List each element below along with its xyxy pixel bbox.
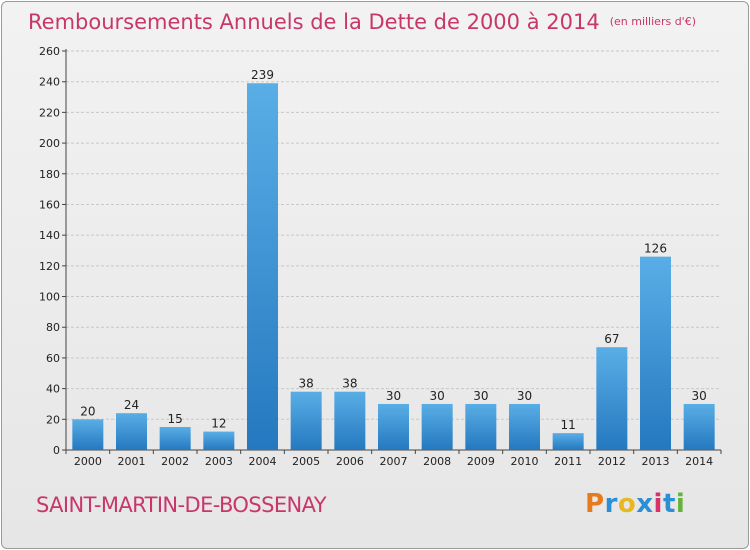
x-tick-label: 2011 (554, 455, 582, 468)
x-tick-label: 2005 (292, 455, 320, 468)
bar (640, 256, 671, 450)
y-tick-label: 40 (46, 383, 60, 396)
y-tick-label: 60 (46, 352, 60, 365)
labels: 0 20 40 60 80 100 120 140 160 180 200 220 240 260 20 20… (39, 45, 713, 468)
proxiti-logo: Proxiti (585, 489, 685, 519)
logo-letter: i (653, 489, 663, 519)
logo-letter: x (636, 489, 654, 519)
title-row: Remboursements Annuels de la Dette de 20… (28, 10, 696, 40)
data-label: 15 (168, 412, 183, 426)
logo-letter: o (617, 489, 637, 519)
y-tick-label: 100 (39, 291, 60, 304)
x-tick-label: 2013 (642, 455, 670, 468)
logo-letter: i (675, 489, 686, 519)
data-label: 30 (517, 389, 532, 403)
bar-chart: 0 20 40 60 80 100 120 140 160 180 200 220 240 260 20 20… (39, 45, 722, 468)
y-tick-label: 120 (39, 260, 60, 273)
x-tick-label: 2010 (511, 455, 539, 468)
data-label: 67 (604, 332, 619, 346)
y-tick-label: 180 (39, 168, 60, 181)
x-tick-label: 2000 (74, 455, 102, 468)
data-label: 239 (251, 68, 274, 82)
y-tick-label: 140 (39, 229, 60, 242)
data-label: 20 (80, 404, 95, 418)
bar (509, 403, 540, 450)
data-label: 11 (561, 418, 576, 432)
x-tick-label: 2007 (380, 455, 408, 468)
bar (465, 403, 497, 450)
bars (72, 83, 715, 450)
data-label: 38 (299, 377, 314, 391)
bar (421, 403, 453, 450)
y-tick-label: 160 (39, 198, 60, 211)
bar (596, 347, 628, 450)
logo-letter: P (585, 489, 605, 519)
data-label: 38 (342, 377, 357, 391)
chart-subtitle: (en milliers d'€) (609, 15, 696, 28)
chart-title: Remboursements Annuels de la Dette de 20… (28, 10, 600, 34)
bar (247, 83, 278, 450)
y-tick-label: 240 (39, 76, 60, 89)
bar (116, 413, 147, 450)
bar (203, 431, 235, 450)
bar (290, 391, 322, 450)
x-tick-label: 2001 (118, 455, 146, 468)
y-tick-label: 220 (39, 106, 60, 119)
y-tick-label: 80 (46, 321, 60, 334)
y-tick-label: 260 (39, 45, 60, 58)
x-tick-label: 2004 (249, 455, 277, 468)
x-tick-label: 2008 (423, 455, 451, 468)
data-label: 12 (211, 417, 226, 431)
data-label: 30 (692, 389, 707, 403)
logo-letter: t (662, 489, 676, 519)
commune-name: SAINT-MARTIN-DE-BOSSENAY (36, 493, 327, 517)
y-tick-label: 20 (46, 413, 60, 426)
x-tick-label: 2006 (336, 455, 364, 468)
x-tick-label: 2002 (161, 455, 189, 468)
bar (552, 433, 584, 450)
x-tick-label: 2012 (598, 455, 626, 468)
y-tick-label: 200 (39, 137, 60, 150)
data-label: 30 (430, 389, 445, 403)
logo-letter: r (604, 489, 618, 519)
bar (378, 403, 409, 450)
bar (159, 426, 191, 450)
bar (334, 391, 366, 450)
data-label: 126 (644, 242, 667, 256)
data-label: 30 (386, 389, 401, 403)
x-tick-label: 2014 (685, 455, 713, 468)
x-tick-label: 2003 (205, 455, 233, 468)
y-tick-label: 0 (53, 444, 60, 457)
bar (72, 419, 104, 450)
data-label: 30 (473, 389, 488, 403)
bar (683, 403, 715, 450)
data-label: 24 (124, 398, 139, 412)
x-tick-label: 2009 (467, 455, 495, 468)
